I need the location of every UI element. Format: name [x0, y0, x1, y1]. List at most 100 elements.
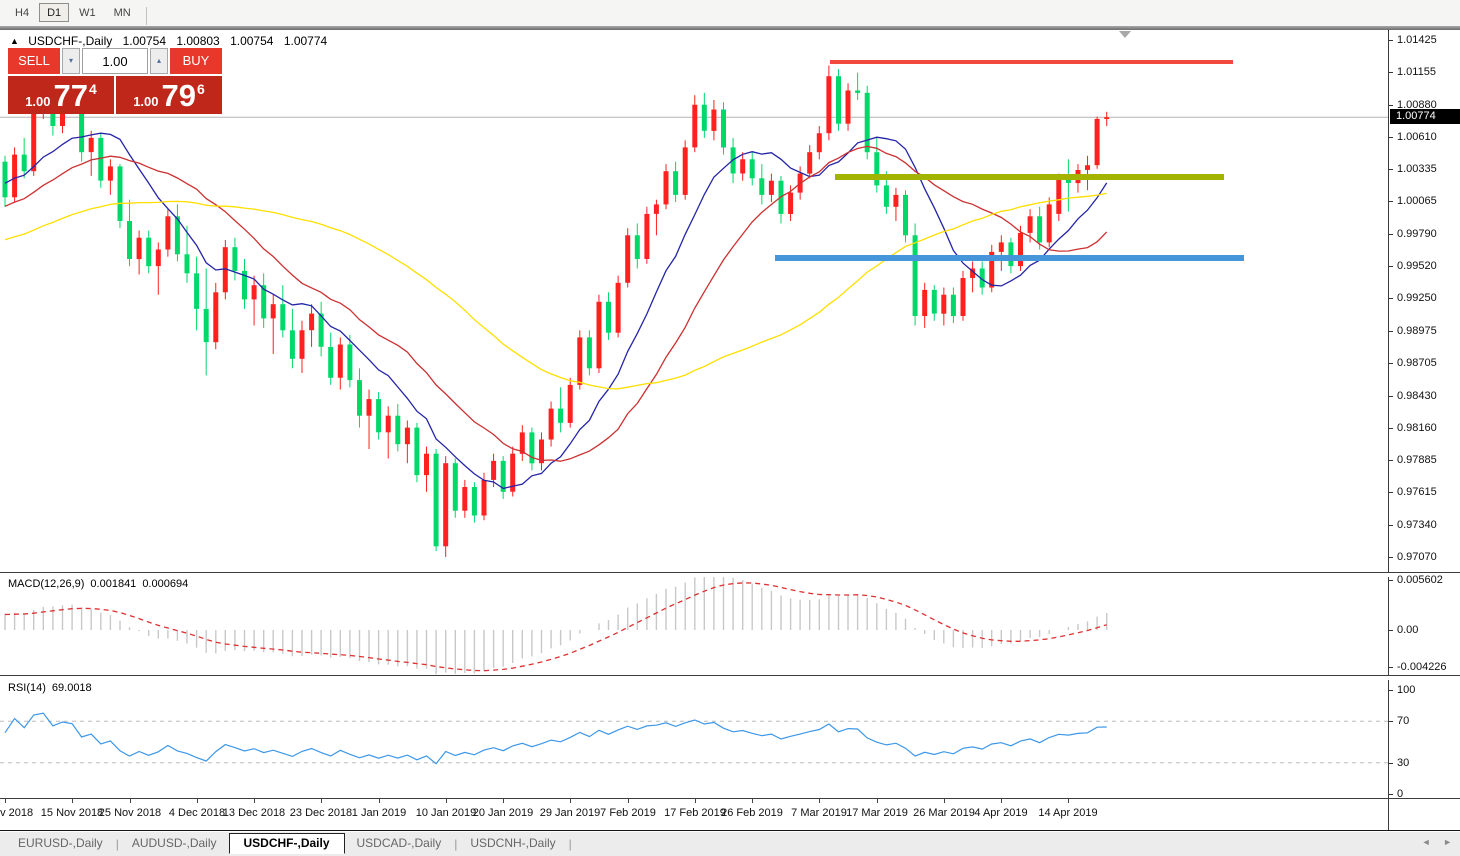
chart-tab-usdcnh[interactable]: USDCNH-,Daily: [470, 836, 556, 850]
tab-separator: |: [454, 837, 458, 851]
price-axis-tick: [1389, 169, 1393, 170]
timeframe-button-w1[interactable]: W1: [79, 7, 96, 19]
macd-label: MACD(12,26,9) 0.001841 0.000694: [8, 578, 194, 590]
price-axis-label: 0.98430: [1397, 390, 1437, 402]
chart-tab-bar: EURUSD-,Daily | AUDUSD-,Daily USDCHF-,Daily…: [0, 831, 1460, 856]
price-axis-label: 0.99790: [1397, 228, 1437, 240]
buy-button[interactable]: BUY: [170, 48, 222, 74]
price-axis-label: 0.98705: [1397, 357, 1437, 369]
scroll-to-end-icon[interactable]: [1119, 31, 1131, 38]
date-axis-tick: [752, 799, 753, 803]
macd-axis-tick: [1389, 580, 1393, 581]
timeframe-button-d1[interactable]: D1: [39, 3, 70, 22]
price-axis-label: 0.97885: [1397, 454, 1437, 466]
price-axis-tick: [1389, 525, 1393, 526]
date-axis-tick: [570, 799, 571, 803]
one-click-trade-panel: SELL ▾ ▴ BUY 1.00 77 4 1.00 79 6: [8, 48, 224, 114]
price-axis-label: 0.97615: [1397, 486, 1437, 498]
price-axis-label: 1.01155: [1397, 66, 1436, 78]
sell-price-box[interactable]: 1.00 77 4: [8, 76, 114, 114]
current-price-tag: 1.00774: [1390, 109, 1460, 124]
sell-price-prefix: 1.00: [25, 94, 51, 109]
date-axis-label: 1 Jan 2019: [351, 807, 407, 819]
price-axis-label: 1.00610: [1397, 131, 1437, 143]
candlestick-chart[interactable]: [0, 30, 1388, 572]
date-axis-tick: [446, 799, 447, 803]
chart-tabs: EURUSD-,Daily | AUDUSD-,Daily USDCHF-,Daily…: [6, 833, 573, 854]
date-axis-label: 17 Feb 2019: [664, 807, 726, 819]
macd-name: MACD(12,26,9): [8, 578, 85, 590]
rsi-name: RSI(14): [8, 682, 46, 694]
date-axis-label: 14 Apr 2019: [1038, 807, 1098, 819]
ohlc-open: 1.00754: [122, 34, 166, 48]
sell-price-pip: 4: [89, 81, 97, 97]
tab-scroll-right-icon[interactable]: ►: [1443, 837, 1452, 847]
date-axis-tick: [695, 799, 696, 803]
date-axis-label: 26 Feb 2019: [721, 807, 783, 819]
date-axis-label: 25 Nov 2018: [98, 807, 162, 819]
tabbar-top-line: [0, 830, 1460, 831]
rsi-axis-label: 30: [1397, 757, 1410, 769]
price-axis-tick: [1389, 331, 1393, 332]
volume-decrease-button[interactable]: ▾: [62, 48, 80, 74]
tab-separator: |: [115, 837, 119, 851]
chart-tab-eurusd[interactable]: EURUSD-,Daily: [18, 836, 103, 850]
date-axis-tick: [819, 799, 820, 803]
price-axis-label: 1.00880: [1397, 99, 1437, 111]
price-axis-tick: [1389, 492, 1393, 493]
date-axis-label: 13 Dec 2018: [222, 807, 286, 819]
price-axis-tick: [1389, 40, 1393, 41]
rsi-chart[interactable]: [0, 680, 1388, 798]
timeframe-buttons: H4 D1 W1 MN: [0, 0, 1460, 25]
rsi-axis-tick: [1389, 763, 1393, 764]
toolbar-separator: [145, 6, 147, 25]
macd-axis-tick: [1389, 667, 1393, 668]
price-axis-tick: [1389, 201, 1393, 202]
macd-pane[interactable]: [0, 577, 1388, 675]
date-axis-label: 15 Nov 2018: [40, 807, 104, 819]
price-axis-label: 0.97070: [1397, 551, 1437, 563]
volume-input[interactable]: [82, 48, 148, 74]
date-axis-tick: [5, 799, 6, 803]
volume-increase-button[interactable]: ▴: [150, 48, 168, 74]
price-axis-label: 0.97340: [1397, 519, 1437, 531]
buy-price-big: 79: [161, 78, 196, 113]
macd-axis-label: -0.004226: [1397, 661, 1447, 673]
buy-price-box[interactable]: 1.00 79 6: [116, 76, 222, 114]
date-axis-tick: [379, 799, 380, 803]
price-axis-label: 0.99250: [1397, 292, 1437, 304]
rsi-label: RSI(14) 69.0018: [8, 682, 98, 694]
rsi-axis: 100 70 30 0: [1389, 680, 1460, 800]
timeframe-button-h4[interactable]: H4: [15, 7, 30, 19]
date-axis-tick: [944, 799, 945, 803]
chart-title: ▲ USDCHF-,Daily 1.00754 1.00803 1.00754 …: [10, 34, 327, 48]
chart-tab-usdcad[interactable]: USDCAD-,Daily: [356, 836, 442, 850]
rsi-axis-tick: [1389, 794, 1393, 795]
macd-chart[interactable]: [0, 577, 1388, 675]
date-axis-tick: [877, 799, 878, 803]
date-axis-tick: [1001, 799, 1002, 803]
collapse-arrow-icon[interactable]: ▲: [10, 36, 19, 46]
price-axis-label: 0.99520: [1397, 260, 1437, 272]
date-axis-label: 29 Jan 2019: [539, 807, 601, 819]
date-axis-label: 4 Apr 2019: [974, 807, 1028, 819]
price-axis-tick: [1389, 396, 1393, 397]
rsi-axis-tick: [1389, 690, 1393, 691]
tab-scroll-buttons: ◄ ►: [1412, 837, 1452, 847]
date-axis-tick: [503, 799, 504, 803]
macd-value-signal: 0.000694: [142, 578, 189, 590]
price-axis-tick: [1389, 234, 1393, 235]
price-axis-tick: [1389, 460, 1393, 461]
price-axis-tick: [1389, 105, 1393, 106]
rsi-pane[interactable]: [0, 680, 1388, 798]
chart-tab-audusd[interactable]: AUDUSD-,Daily: [131, 836, 217, 850]
sell-button[interactable]: SELL: [8, 48, 60, 74]
chart-tab-usdchf[interactable]: USDCHF-,Daily: [228, 833, 345, 854]
macd-axis: 0.005602 0.00 -0.004226: [1389, 574, 1460, 675]
price-chart-pane[interactable]: [0, 30, 1388, 572]
tab-scroll-left-icon[interactable]: ◄: [1421, 837, 1431, 847]
timeframe-button-mn[interactable]: MN: [113, 7, 131, 19]
macd-axis-tick: [1389, 630, 1393, 631]
rsi-axis-label: 100: [1397, 684, 1416, 696]
